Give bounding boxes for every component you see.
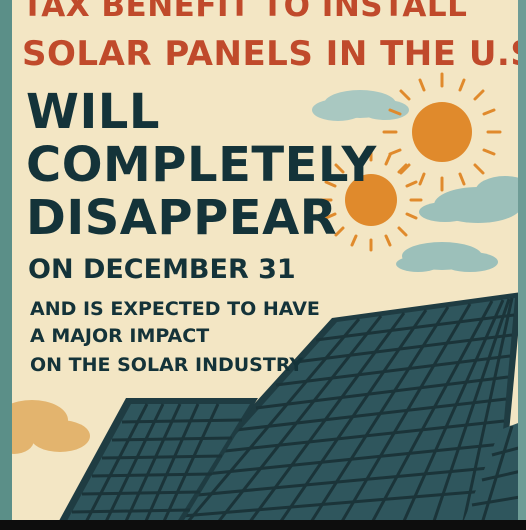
frame-bottom <box>0 520 526 530</box>
subtext-line-2: A MAJOR IMPACT <box>30 325 210 347</box>
headline-date: ON DECEMBER 31 <box>28 254 296 285</box>
cloud-right-icon <box>419 176 526 223</box>
solar-panel-right-icon <box>460 420 526 530</box>
frame-right <box>518 0 526 530</box>
solar-panel-main-icon <box>140 292 522 530</box>
headline-line-5: DISAPPEAR <box>26 190 338 246</box>
sun-small-icon <box>319 148 423 252</box>
headline-line-1: TAX BENEFIT TO INSTALL <box>22 0 468 24</box>
sun-large-icon <box>382 72 502 192</box>
frame-left <box>0 0 12 530</box>
headline-line-3: WILL <box>26 84 160 140</box>
solar-panel-left-icon <box>54 398 258 530</box>
subtext-line-3: ON THE SOLAR INDUSTRY <box>30 354 304 376</box>
cloud-top-icon <box>312 90 409 121</box>
headline-line-2: SOLAR PANELS IN THE U.S. <box>22 34 526 74</box>
cloud-left-icon <box>0 400 90 454</box>
cloud-mid-icon <box>396 242 498 272</box>
subtext-line-1: AND IS EXPECTED TO HAVE <box>30 298 320 320</box>
headline-line-4: COMPLETELY <box>26 137 377 193</box>
